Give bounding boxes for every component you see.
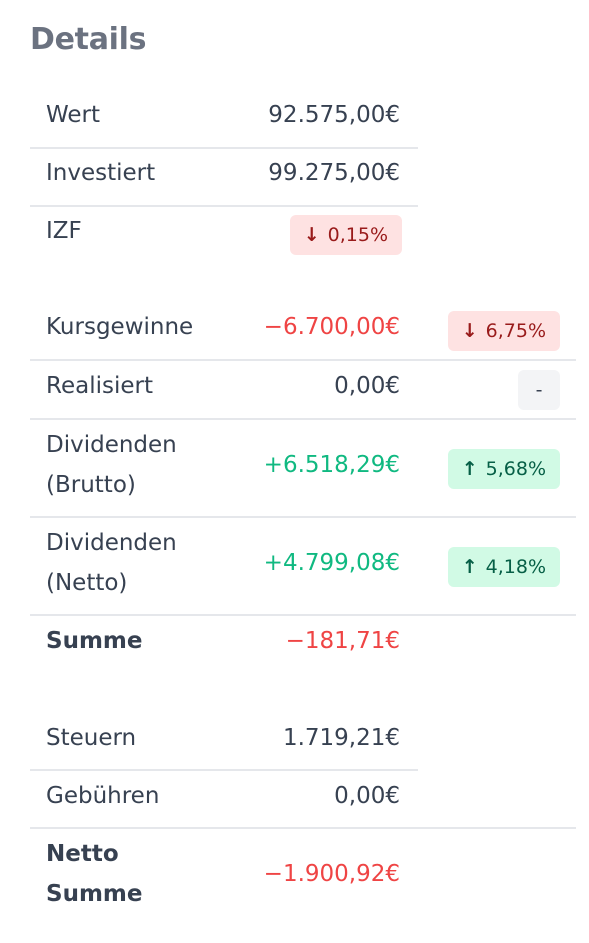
- row-amount-invested: 99.275,00€: [268, 160, 400, 186]
- row-label-value: Wert: [46, 102, 101, 128]
- row-amount-fees: 0,00€: [334, 783, 400, 809]
- table-row: Investiert 99.275,00€: [30, 148, 418, 206]
- price-gains-percent: 6,75%: [485, 320, 546, 342]
- table-row: Realisiert 0,00€ -: [30, 360, 576, 419]
- row-label-dividends-net-line2: (Netto): [46, 570, 128, 596]
- table-row: IZF ↓ 0,15%: [30, 206, 418, 264]
- summary-top-section: Wert 92.575,00€ Investiert 99.275,00€ IZ…: [30, 90, 418, 270]
- row-label-dividends-net-line1: Dividenden: [46, 530, 177, 556]
- row-label-irr: IZF: [46, 218, 82, 244]
- divider: [30, 614, 576, 616]
- irr-percent: 0,15%: [327, 224, 388, 246]
- row-label-realized: Realisiert: [46, 373, 153, 399]
- table-row: Kursgewinne −6.700,00€ ↓ 6,75%: [30, 300, 576, 360]
- row-label-invested: Investiert: [46, 160, 156, 186]
- divider: [30, 516, 576, 518]
- row-amount-dividends-gross: +6.518,29€: [263, 452, 400, 478]
- page-title: Details: [30, 22, 147, 57]
- row-label-dividends-gross-line1: Dividenden: [46, 432, 177, 458]
- table-row: Wert 92.575,00€: [30, 90, 418, 148]
- row-amount-value: 92.575,00€: [268, 102, 400, 128]
- divider: [30, 359, 576, 361]
- dividends-gross-percent: 5,68%: [485, 458, 546, 480]
- row-amount-price-gains: −6.700,00€: [263, 314, 400, 340]
- table-row: Dividenden (Brutto) +6.518,29€ ↑ 5,68%: [30, 419, 576, 517]
- row-label-net-sum-line1: Netto: [46, 841, 119, 867]
- arrow-up-icon: ↑: [461, 458, 478, 480]
- table-row: Dividenden (Netto) +4.799,08€ ↑ 4,18%: [30, 517, 576, 615]
- table-row: Summe −181,71€: [30, 615, 576, 675]
- dividends-gross-badge: ↑ 5,68%: [447, 449, 560, 489]
- realized-badge: -: [518, 370, 560, 410]
- row-label-fees: Gebühren: [46, 783, 160, 809]
- row-amount-net-sum: −1.900,92€: [263, 861, 400, 887]
- arrow-down-icon: ↓: [303, 224, 320, 246]
- divider: [30, 147, 418, 149]
- table-row: Gebühren 0,00€: [30, 770, 418, 828]
- divider: [30, 205, 418, 207]
- row-label-dividends-gross-line2: (Brutto): [46, 472, 136, 498]
- divider: [30, 769, 418, 771]
- dividends-net-percent: 4,18%: [485, 556, 546, 578]
- arrow-up-icon: ↑: [461, 556, 478, 578]
- row-amount-taxes: 1.719,21€: [282, 725, 400, 751]
- table-row: Steuern 1.719,21€: [30, 712, 418, 770]
- row-label-taxes: Steuern: [46, 725, 137, 751]
- arrow-down-icon: ↓: [461, 320, 478, 342]
- row-amount-realized: 0,00€: [334, 373, 400, 399]
- dividends-net-badge: ↑ 4,18%: [447, 547, 560, 587]
- row-amount-dividends-net: +4.799,08€: [263, 550, 400, 576]
- divider: [30, 827, 576, 829]
- row-label-sum: Summe: [46, 628, 143, 654]
- realized-badge-text: -: [535, 379, 543, 401]
- row-amount-sum: −181,71€: [285, 628, 400, 654]
- divider: [30, 418, 576, 420]
- irr-badge: ↓ 0,15%: [289, 215, 402, 255]
- table-row: Netto Summe −1.900,92€: [30, 828, 576, 926]
- price-gains-badge: ↓ 6,75%: [447, 311, 560, 351]
- gains-section: Kursgewinne −6.700,00€ ↓ 6,75% Realisier…: [30, 300, 576, 680]
- row-label-net-sum-line2: Summe: [46, 881, 143, 907]
- costs-section: Steuern 1.719,21€ Gebühren 0,00€ Netto S…: [30, 712, 576, 932]
- row-label-price-gains: Kursgewinne: [46, 314, 194, 340]
